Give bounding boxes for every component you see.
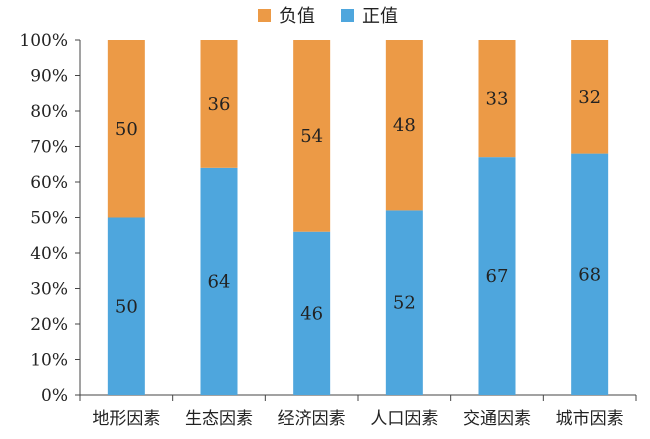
bar-positive [293,231,331,395]
bar-positive [107,217,145,395]
y-tick-label: 50% [30,209,68,229]
bar-negative [107,40,145,218]
data-label-positive: 64 [208,271,231,292]
bar-positive [200,167,238,395]
legend-label-negative: 负值 [279,6,315,27]
y-tick-label: 40% [30,244,68,264]
data-label-negative: 48 [393,115,416,136]
legend: 负值 正值 [258,2,424,28]
x-category-label: 地形因素 [92,409,160,429]
bar-positive [385,210,423,395]
y-tick-label: 60% [30,173,68,193]
y-tick-label: 100% [19,31,68,51]
data-label-negative: 32 [578,87,601,108]
x-category-label: 城市因素 [556,409,624,429]
data-label-positive: 68 [578,264,601,285]
x-category-label: 交通因素 [463,409,531,429]
bar-negative [200,40,238,168]
y-tick-label: 70% [30,138,68,158]
legend-swatch-negative [258,8,271,22]
y-tick-label: 30% [30,280,68,300]
y-tick-label: 0% [41,386,68,406]
bar-positive [571,153,609,395]
legend-item-negative: 负值 [258,2,315,28]
legend-swatch-positive [341,8,354,22]
data-label-positive: 67 [486,266,509,287]
bar-negative [571,40,609,154]
bar-positive [478,157,516,395]
data-label-negative: 36 [208,94,231,115]
y-tick-label: 90% [30,67,68,87]
bar-negative [293,40,331,232]
bar-negative [385,40,423,211]
x-category-label: 生态因素 [185,409,253,429]
legend-label-positive: 正值 [362,6,398,27]
data-label-positive: 46 [300,303,323,324]
x-category-label: 人口因素 [370,409,438,429]
y-tick-label: 10% [30,351,68,371]
y-tick-label: 80% [30,102,68,122]
data-label-negative: 33 [486,89,509,110]
data-label-positive: 50 [115,296,138,317]
x-category-label: 经济因素 [278,409,346,429]
bar-negative [478,40,516,158]
data-label-positive: 52 [393,293,416,314]
legend-item-positive: 正值 [341,2,398,28]
data-label-negative: 50 [115,119,138,140]
data-label-negative: 54 [300,126,323,147]
y-tick-label: 20% [30,315,68,335]
